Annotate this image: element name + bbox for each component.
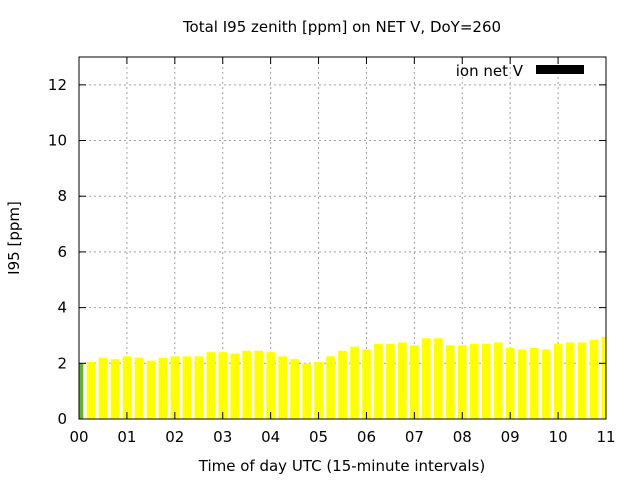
- x-tick-label: 01: [117, 428, 136, 446]
- x-tick-label: 06: [357, 428, 376, 446]
- bar: [110, 359, 120, 419]
- bar: [505, 347, 515, 419]
- bar: [206, 352, 216, 419]
- x-tick-label: 05: [309, 428, 328, 446]
- x-tick-labels: 00 01 02 03 04 05 06 07 08 09 10 11: [69, 428, 615, 446]
- x-tick-label: 09: [501, 428, 520, 446]
- bar: [314, 361, 323, 419]
- x-tick-label: 04: [261, 428, 280, 446]
- bar: [565, 342, 575, 419]
- x-tick-label: 02: [165, 428, 184, 446]
- bar: [529, 347, 539, 419]
- bar: [589, 339, 599, 419]
- bar: [434, 338, 443, 419]
- bar: [386, 343, 395, 419]
- bar: [445, 345, 455, 419]
- bars: [79, 336, 606, 419]
- bar: [194, 356, 204, 419]
- bar: [254, 350, 263, 419]
- bar: [158, 357, 168, 419]
- bar: [290, 359, 299, 419]
- bar: [350, 346, 359, 419]
- bar: [553, 343, 563, 419]
- bar: [86, 361, 96, 419]
- bar: [422, 338, 431, 419]
- bar: [146, 360, 156, 419]
- y-tick-label: 10: [48, 132, 67, 150]
- bar: [79, 363, 84, 419]
- y-tick-label: 6: [57, 243, 67, 261]
- bar: [577, 342, 587, 419]
- bar: [541, 349, 551, 419]
- y-tick-label: 12: [48, 76, 67, 94]
- bar: [302, 363, 311, 419]
- bar: [469, 343, 479, 419]
- bar: [98, 357, 108, 419]
- x-tick-label: 07: [405, 428, 424, 446]
- x-tick-label: 03: [213, 428, 232, 446]
- chart-title: Total I95 zenith [ppm] on NET V, DoY=260: [182, 18, 501, 36]
- bar: [374, 343, 383, 419]
- x-tick-label: 11: [596, 428, 615, 446]
- y-tick-label: 8: [57, 187, 67, 205]
- y-axis-label: I95 [ppm]: [5, 201, 23, 275]
- bar: [182, 356, 192, 419]
- x-tick-label: 10: [549, 428, 568, 446]
- bar: [278, 356, 287, 419]
- bar: [493, 342, 503, 419]
- bar: [170, 356, 180, 419]
- bar: [218, 352, 228, 419]
- plot-frame: [78, 56, 607, 420]
- bar: [242, 350, 251, 419]
- x-axis-label: Time of day UTC (15-minute intervals): [198, 457, 485, 475]
- bar: [601, 336, 606, 419]
- y-tick-labels: 0 2 4 6 8 10 12: [48, 76, 67, 428]
- y-tick-label: 0: [57, 410, 67, 428]
- bar: [362, 349, 371, 419]
- y-tick-label: 2: [57, 354, 67, 372]
- bar: [410, 345, 419, 419]
- legend-swatch: [536, 65, 584, 74]
- bar: [326, 356, 335, 419]
- bar: [122, 356, 132, 419]
- bar: [266, 352, 275, 419]
- x-tick-label: 08: [453, 428, 472, 446]
- bar: [134, 357, 144, 419]
- legend: ion net V: [456, 62, 584, 80]
- y-tick-label: 4: [57, 299, 67, 317]
- bar: [517, 349, 527, 419]
- bar: [481, 343, 491, 419]
- legend-label: ion net V: [456, 62, 524, 80]
- bar: [338, 350, 347, 419]
- bar: [457, 345, 467, 419]
- x-tick-label: 00: [69, 428, 88, 446]
- tick-marks: [78, 57, 607, 420]
- bar: [230, 353, 240, 419]
- bar: [398, 342, 407, 419]
